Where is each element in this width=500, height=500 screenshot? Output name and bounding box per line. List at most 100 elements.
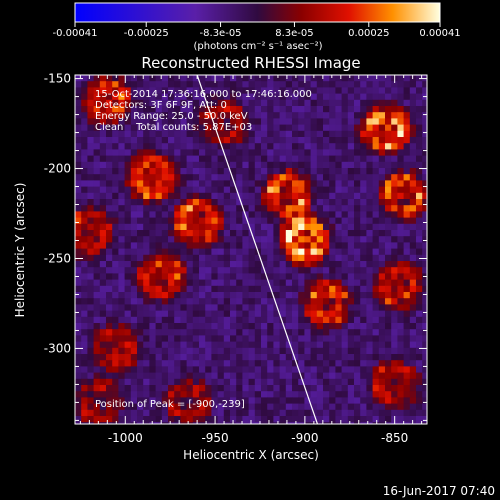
heatmap-cell [161, 378, 169, 386]
heatmap-cell [292, 304, 299, 311]
heatmap-cell [236, 161, 243, 169]
heatmap-cell [180, 360, 187, 367]
heatmap-cell [168, 403, 175, 411]
heatmap-cell [422, 397, 427, 404]
colorbar-tick-label: -8.3e-05 [200, 28, 242, 39]
heatmap-cell [267, 385, 274, 392]
heatmap-cell [397, 112, 404, 119]
heatmap-cell [298, 292, 305, 299]
heatmap-cell [292, 199, 299, 206]
heatmap-cell [106, 335, 113, 342]
heatmap-cell [155, 143, 163, 150]
heatmap-cell [366, 397, 373, 404]
heatmap-cell [335, 378, 342, 386]
heatmap-cell [93, 211, 101, 218]
heatmap-cell [124, 347, 132, 355]
heatmap-cell [242, 329, 249, 336]
heatmap-cell [366, 354, 373, 361]
heatmap-cell [93, 186, 101, 194]
heatmap-cell [273, 155, 280, 163]
heatmap-cell [335, 298, 342, 305]
heatmap-cell [409, 310, 417, 318]
heatmap-cell [422, 403, 427, 411]
heatmap-cell [310, 335, 318, 342]
heatmap-cell [75, 261, 82, 268]
heatmap-cell [316, 236, 324, 243]
heatmap-cell [261, 205, 268, 212]
heatmap-cell [174, 378, 181, 386]
heatmap-cell [174, 118, 181, 125]
heatmap-cell [223, 75, 231, 82]
heatmap-cell [186, 143, 194, 150]
heatmap-cell [223, 223, 231, 231]
heatmap-cell [292, 366, 299, 373]
heatmap-cell [335, 192, 342, 200]
heatmap-cell [378, 236, 386, 243]
heatmap-cell [149, 360, 156, 367]
heatmap-cell [87, 143, 94, 150]
heatmap-cell [261, 149, 268, 156]
heatmap-cell [199, 217, 206, 225]
heatmap-cell [205, 217, 212, 225]
heatmap-cell [106, 354, 113, 361]
heatmap-cell [199, 124, 206, 132]
heatmap-cell [217, 242, 225, 249]
heatmap-cell [137, 161, 144, 169]
heatmap-cell [211, 335, 218, 342]
heatmap-cell [347, 137, 355, 144]
heatmap-cell [267, 81, 274, 88]
heatmap-cell [341, 93, 349, 101]
heatmap-cell [75, 360, 82, 367]
heatmap-cell [409, 106, 417, 113]
heatmap-cell [93, 130, 101, 138]
heatmap-cell [329, 416, 336, 423]
heatmap-cell [106, 360, 113, 367]
heatmap-cell [143, 354, 150, 361]
heatmap-cell [341, 130, 349, 138]
heatmap-cell [155, 161, 163, 169]
heatmap-cell [118, 93, 125, 101]
heatmap-cell [378, 267, 386, 274]
heatmap-cell [236, 316, 243, 324]
heatmap-cell [87, 242, 94, 249]
heatmap-cell [230, 186, 237, 194]
heatmap-cell [205, 254, 212, 262]
heatmap-cell [168, 366, 175, 373]
heatmap-cell [267, 403, 274, 411]
heatmap-cell [186, 75, 194, 82]
heatmap-cell [180, 323, 187, 330]
heatmap-cell [211, 106, 218, 113]
heatmap-cell [397, 391, 404, 398]
heatmap-cell [372, 366, 380, 373]
heatmap-cell [341, 124, 349, 132]
heatmap-cell [186, 236, 194, 243]
heatmap-cell [422, 422, 427, 424]
heatmap-cell [106, 149, 113, 156]
heatmap-cell [223, 242, 231, 249]
heatmap-cell [118, 248, 125, 256]
heatmap-cell [75, 161, 82, 169]
heatmap-cell [75, 329, 82, 336]
heatmap-cell [155, 329, 163, 336]
heatmap-cell [112, 143, 119, 150]
heatmap-cell [329, 304, 336, 311]
heatmap-cell [180, 199, 187, 206]
heatmap-cell [174, 93, 181, 101]
heatmap-cell [87, 118, 94, 125]
heatmap-cell [81, 329, 88, 336]
heatmap-cell [223, 236, 231, 243]
heatmap-cell [106, 186, 113, 194]
heatmap-cell [341, 304, 349, 311]
heatmap-cell [236, 391, 243, 398]
heatmap-cell [192, 99, 200, 107]
heatmap-cell [416, 316, 423, 324]
heatmap-cell [403, 180, 411, 187]
heatmap-cell [217, 75, 225, 82]
heatmap-cell [267, 409, 274, 417]
heatmap-cell [236, 118, 243, 125]
heatmap-cell [81, 372, 88, 380]
heatmap-cell [310, 205, 318, 212]
heatmap-cell [155, 174, 163, 181]
heatmap-cell [298, 378, 305, 386]
heatmap-cell [397, 149, 404, 156]
